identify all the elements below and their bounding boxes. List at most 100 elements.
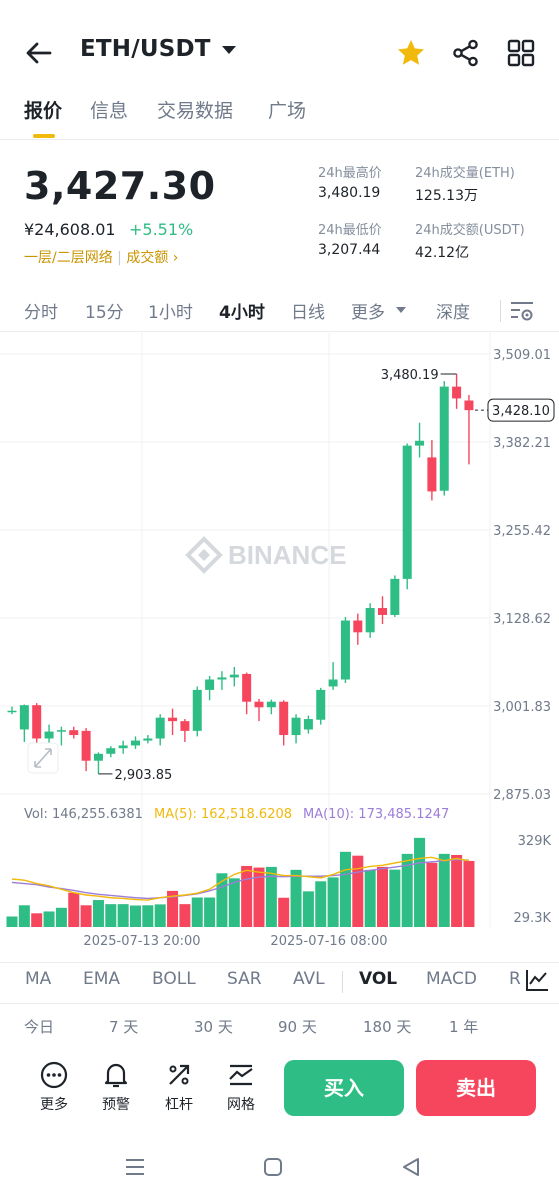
volume-bar xyxy=(327,877,339,927)
indicator-sar[interactable]: SAR xyxy=(227,969,262,989)
alert-button[interactable]: 预警 xyxy=(92,1060,140,1114)
interval-line[interactable]: 分时 xyxy=(24,303,58,323)
volume-bar xyxy=(253,867,265,927)
interval-15m[interactable]: 15分 xyxy=(85,303,124,323)
volume-bar xyxy=(426,862,438,927)
more-label: 更多 xyxy=(40,1097,68,1113)
grid-trading-button[interactable]: 网格 xyxy=(217,1060,265,1114)
volume-usdt-label: 24h成交额(USDT) xyxy=(415,223,525,238)
indicator-r[interactable]: R xyxy=(509,969,521,989)
candle-body xyxy=(192,689,202,731)
volume-bar xyxy=(414,837,426,927)
grid-icon[interactable] xyxy=(506,38,536,68)
interval-bar: 分时 15分 1小时 4小时 日线 更多 深度 xyxy=(0,296,559,332)
active-tab-indicator xyxy=(33,134,55,138)
volume-bar xyxy=(18,905,30,927)
chevron-right-icon: › xyxy=(168,250,179,266)
leverage-button[interactable]: 杠杆 xyxy=(155,1060,203,1114)
candle-body xyxy=(390,578,400,615)
sell-button[interactable]: 卖出 xyxy=(416,1060,536,1116)
indicator-macd[interactable]: MACD xyxy=(426,969,477,989)
buy-button[interactable]: 买入 xyxy=(284,1060,404,1116)
price-cny: ¥24,608.01 xyxy=(24,220,116,239)
back-arrow-icon[interactable] xyxy=(22,36,56,70)
leverage-icon xyxy=(169,1064,190,1085)
interval-1h[interactable]: 1小时 xyxy=(148,303,193,323)
expand-icon[interactable] xyxy=(27,742,59,774)
candle-body xyxy=(205,679,215,690)
watermark-text: BINANCE xyxy=(228,540,346,570)
period-7d: 7 天 xyxy=(109,1018,139,1036)
volume-bar xyxy=(302,891,314,927)
candle-body xyxy=(365,608,375,633)
volume-bar xyxy=(80,905,92,927)
system-nav-bar xyxy=(0,1140,559,1200)
candlestick-chart[interactable]: BINANCE 3,509.01 3,382.21 3,255.42 3,128.62… xyxy=(0,333,559,961)
period-180d: 180 天 xyxy=(363,1018,412,1036)
interval-depth[interactable]: 深度 xyxy=(436,303,470,323)
pair-title[interactable]: ETH/USDT xyxy=(80,36,211,62)
period-today: 今日 xyxy=(24,1018,55,1036)
share-icon[interactable] xyxy=(451,38,481,68)
network-volume-link[interactable]: 一层/二层网络 | 成交额 › xyxy=(24,250,179,266)
tab-square[interactable]: 广场 xyxy=(268,100,307,122)
indicator-ma[interactable]: MA xyxy=(25,969,52,989)
candle-body xyxy=(106,748,116,754)
candle-body xyxy=(328,679,338,687)
chart-settings-icon[interactable] xyxy=(508,298,536,324)
volume-bar xyxy=(191,897,203,927)
leverage-label: 杠杆 xyxy=(165,1097,193,1113)
watermark: BINANCE xyxy=(185,536,346,574)
tab-quote[interactable]: 报价 xyxy=(24,100,63,122)
candle-body xyxy=(439,386,449,491)
high-value: 3,480.19 xyxy=(318,185,381,201)
candle-body xyxy=(229,674,239,678)
interval-1d[interactable]: 日线 xyxy=(291,303,325,323)
low-marker-label: 2,903.85 xyxy=(114,768,172,783)
volume-bar xyxy=(290,869,302,927)
candle-body xyxy=(32,705,42,739)
volume-axis-max: 329K xyxy=(518,834,552,849)
star-icon[interactable] xyxy=(396,38,426,68)
tab-info[interactable]: 信息 xyxy=(90,100,129,122)
indicator-tabs: MA EMA BOLL SAR AVL VOL MACD R xyxy=(0,962,559,1004)
indicator-vol[interactable]: VOL xyxy=(359,969,398,989)
interval-4h[interactable]: 4小时 xyxy=(219,303,265,323)
recents-icon[interactable] xyxy=(122,1154,148,1180)
volume-bar xyxy=(68,892,80,927)
home-icon[interactable] xyxy=(260,1154,286,1180)
more-button[interactable]: 更多 xyxy=(30,1060,78,1114)
indicator-settings-icon[interactable] xyxy=(524,967,550,993)
candle-body xyxy=(143,738,153,741)
candle-body xyxy=(254,701,264,708)
chevron-down-icon[interactable] xyxy=(222,46,236,54)
volume-usdt-value: 42.12亿 xyxy=(415,245,470,261)
volume-bar xyxy=(315,881,327,927)
tab-trading-data[interactable]: 交易数据 xyxy=(157,100,234,122)
indicator-avl[interactable]: AVL xyxy=(293,969,325,989)
period-30d: 30 天 xyxy=(194,1018,233,1036)
candle-body xyxy=(464,400,474,411)
current-price-tag xyxy=(487,398,555,422)
network-link[interactable]: 一层/二层网络 xyxy=(24,250,113,266)
indicator-boll[interactable]: BOLL xyxy=(152,969,196,989)
interval-more[interactable]: 更多 xyxy=(351,303,385,323)
back-triangle-icon[interactable] xyxy=(398,1154,424,1180)
candle-body xyxy=(81,730,91,761)
low-label: 24h最低价 xyxy=(318,223,382,238)
volume-value: Vol: 146,255.6381 xyxy=(24,807,143,822)
volume-link[interactable]: 成交额 xyxy=(126,250,169,266)
time-axis-label: 2025-07-13 20:00 xyxy=(83,934,200,949)
volume-bar xyxy=(43,911,55,927)
candle-body xyxy=(303,719,313,730)
volume-bar xyxy=(179,904,191,927)
indicator-ema[interactable]: EMA xyxy=(83,969,121,989)
candle-body xyxy=(452,386,462,399)
volume-bar xyxy=(55,907,67,927)
divider xyxy=(500,300,501,322)
last-price: 3,427.30 xyxy=(24,164,216,208)
volume-bar xyxy=(105,904,117,927)
volume-eth-value: 125.13万 xyxy=(415,188,478,204)
candle-body xyxy=(378,608,387,615)
candle-body xyxy=(291,717,301,736)
